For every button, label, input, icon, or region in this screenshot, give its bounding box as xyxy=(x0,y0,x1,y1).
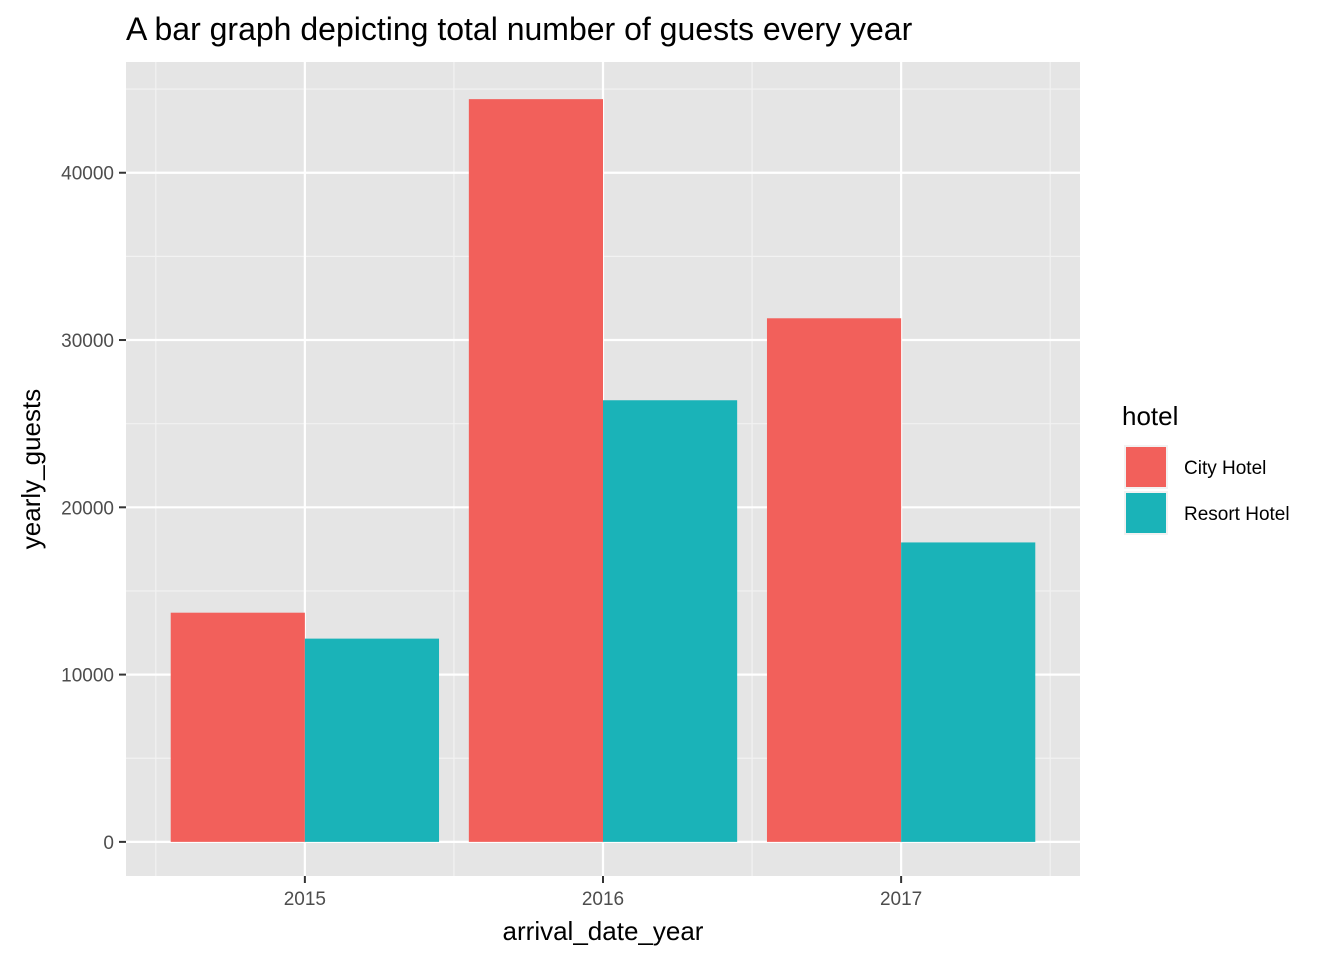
legend-swatch xyxy=(1126,493,1166,533)
bar-resort-hotel-2015 xyxy=(304,638,440,842)
x-axis-title: arrival_date_year xyxy=(503,916,704,946)
bar-city-hotel-2015 xyxy=(170,612,305,842)
x-tick-label: 2016 xyxy=(582,889,624,910)
bar-resort-hotel-2016 xyxy=(603,400,738,842)
y-tick-label: 0 xyxy=(103,833,114,854)
bar-city-hotel-2016 xyxy=(468,99,603,842)
legend-swatch xyxy=(1126,447,1166,487)
legend: hotel City Hotel Resort Hotel xyxy=(1122,401,1290,535)
x-tick-label: 2017 xyxy=(880,889,922,910)
bar-city-hotel-2017 xyxy=(766,318,902,842)
x-axis: 2015 2016 2017 xyxy=(284,876,922,910)
y-tick-label: 40000 xyxy=(61,164,114,185)
x-tick-label: 2015 xyxy=(284,889,326,910)
y-tick-label: 20000 xyxy=(61,498,114,519)
y-tick-label: 10000 xyxy=(61,666,114,687)
legend-label: City Hotel xyxy=(1184,458,1266,479)
bar-resort-hotel-2017 xyxy=(901,542,1036,842)
chart-title: A bar graph depicting total number of gu… xyxy=(126,11,913,47)
legend-label: Resort Hotel xyxy=(1184,504,1290,525)
y-axis-title: yearly_guests xyxy=(16,389,46,549)
legend-title: hotel xyxy=(1122,401,1178,431)
y-axis: 0 10000 20000 30000 40000 xyxy=(61,164,126,854)
bars-group xyxy=(170,99,1036,842)
y-tick-label: 30000 xyxy=(61,331,114,352)
